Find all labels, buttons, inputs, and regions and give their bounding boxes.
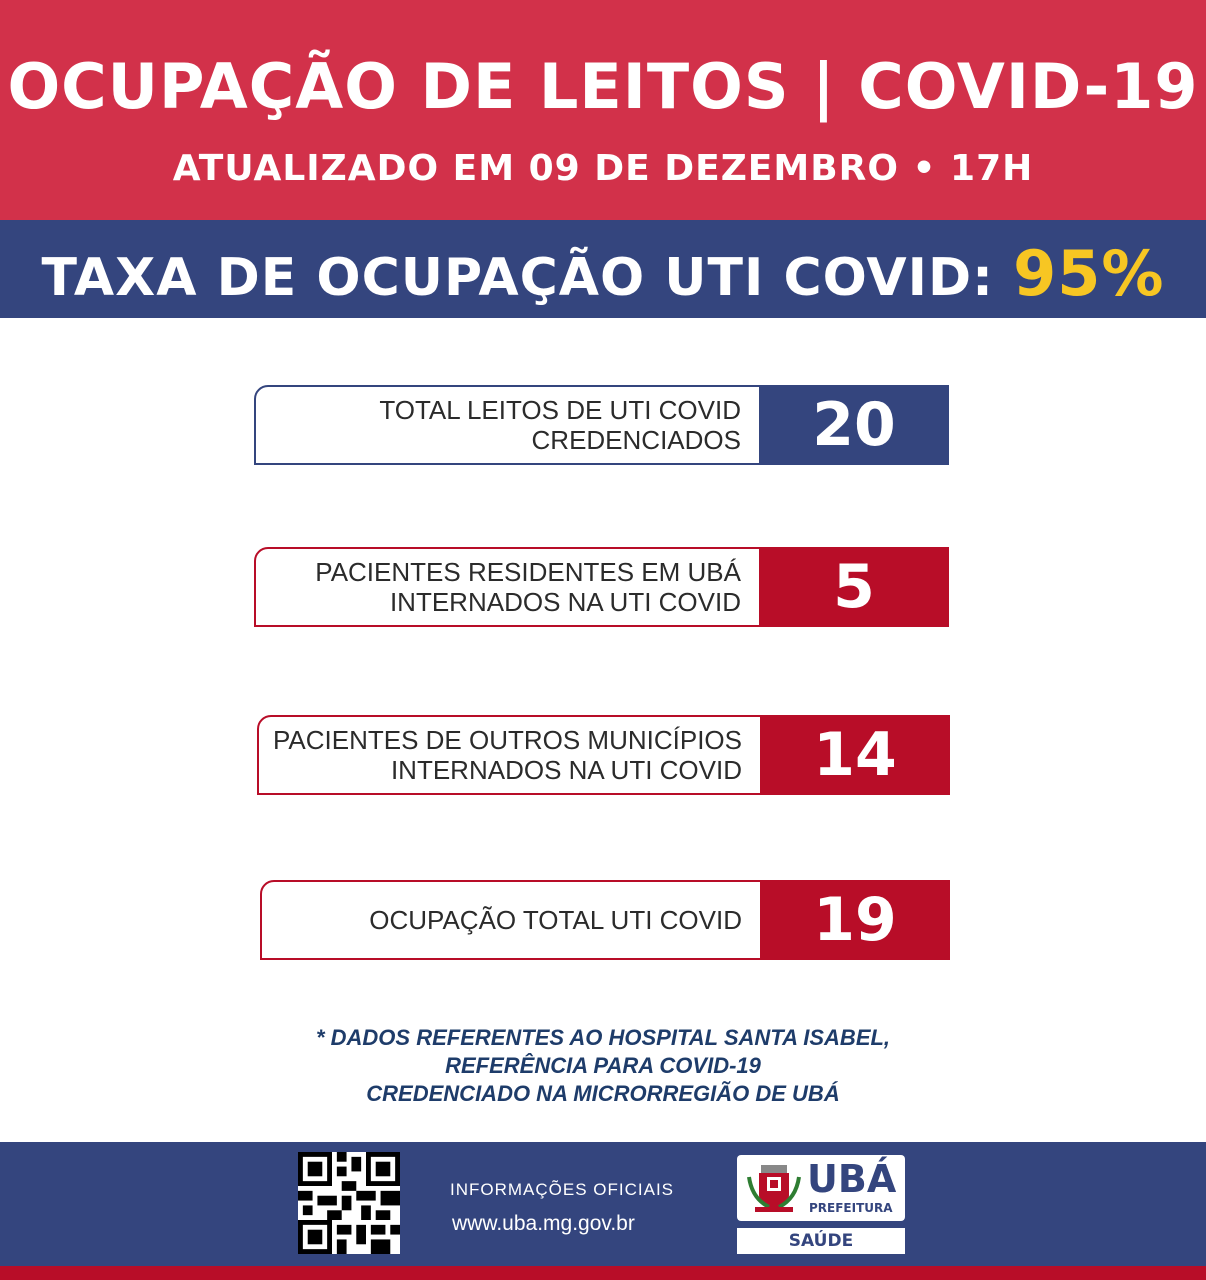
- occupancy-rate-label: TAXA DE OCUPAÇÃO UTI COVID:: [41, 248, 994, 308]
- stat-value: 14: [760, 715, 950, 795]
- prefeitura-logo: UBÁ PREFEITURA: [737, 1155, 905, 1221]
- update-time: ATUALIZADO EM 09 DE DEZEMBRO • 17H: [172, 148, 1034, 189]
- footnote-line: CREDENCIADO NA MICRORREGIÃO DE UBÁ: [366, 1081, 840, 1106]
- stat-label: CREDENCIADOS: [531, 425, 741, 455]
- website-link[interactable]: www.uba.mg.gov.br: [452, 1212, 635, 1235]
- footer: [0, 1142, 1206, 1266]
- header: OCUPAÇÃO DE LEITOS | COVID-19 ATUALIZADO…: [0, 0, 1206, 220]
- occupancy-rate-banner: TAXA DE OCUPAÇÃO UTI COVID: 95%: [0, 220, 1206, 318]
- logo-subtext: PREFEITURA: [809, 1201, 893, 1215]
- stat-card-total-occupancy: OCUPAÇÃO TOTAL UTI COVID 19: [260, 880, 950, 960]
- stat-card-other-municipalities: PACIENTES DE OUTROS MUNICÍPIOS INTERNADOS…: [257, 715, 950, 795]
- footnote: * DADOS REFERENTES AO HOSPITAL SANTA ISA…: [0, 1024, 1206, 1108]
- stat-label: PACIENTES RESIDENTES EM UBÁ: [315, 557, 741, 587]
- footnote-line: REFERÊNCIA PARA COVID-19: [445, 1053, 761, 1078]
- stat-card-total-beds: TOTAL LEITOS DE UTI COVID CREDENCIADOS 20: [254, 385, 949, 465]
- stat-label: OCUPAÇÃO TOTAL UTI COVID: [369, 905, 742, 935]
- stat-card-uba-residents: PACIENTES RESIDENTES EM UBÁ INTERNADOS NA…: [254, 547, 949, 627]
- official-info-label: INFORMAÇÕES OFICIAIS: [450, 1180, 675, 1199]
- stat-value: 20: [759, 385, 949, 465]
- footnote-line: * DADOS REFERENTES AO HOSPITAL SANTA ISA…: [315, 1025, 891, 1050]
- occupancy-rate-value: 95%: [1013, 237, 1165, 310]
- coat-of-arms-icon: [747, 1165, 801, 1212]
- department-label: SAÚDE: [737, 1228, 905, 1254]
- stat-label: INTERNADOS NA UTI COVID: [389, 587, 741, 617]
- logo-text: UBÁ: [807, 1157, 897, 1201]
- stat-label: INTERNADOS NA UTI COVID: [390, 755, 742, 785]
- page-title: OCUPAÇÃO DE LEITOS | COVID-19: [7, 50, 1199, 123]
- bottom-strip: [0, 1266, 1206, 1280]
- stat-value: 5: [759, 547, 949, 627]
- stat-label: TOTAL LEITOS DE UTI COVID: [379, 395, 741, 425]
- stat-value: 19: [760, 880, 950, 960]
- qr-code-icon: [298, 1152, 400, 1254]
- stat-label: PACIENTES DE OUTROS MUNICÍPIOS: [272, 725, 742, 755]
